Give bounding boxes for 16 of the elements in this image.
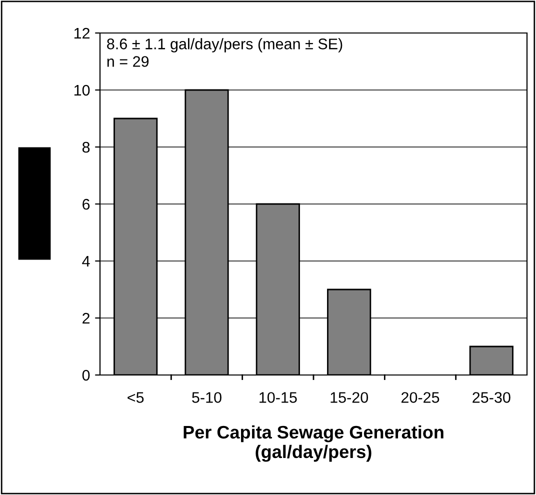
y-tick-label: 2 (82, 312, 90, 324)
y-tick-label: 4 (82, 256, 90, 267)
x-tick-label: 25-30 (472, 392, 510, 403)
y-tick-label: 10 (74, 84, 90, 96)
y-tick-label: 12 (74, 28, 90, 39)
x-axis-title: Per Capita Sewage Generation (gal/day/pers) (184, 425, 444, 462)
y-tick-label: 6 (82, 198, 90, 210)
x-tick-label: 5-10 (192, 392, 222, 403)
x-tick-label: 10-15 (260, 392, 297, 403)
y-tick-label: 0 (82, 370, 90, 381)
annotation: 8.6 ± 1.1 gal/day/pers (mean ± SE) (107, 38, 342, 52)
x-tick-label: 20-25 (401, 392, 440, 403)
x-tick-label: 15-20 (330, 392, 368, 403)
y-tick-label: 8 (82, 142, 90, 153)
annotation: n = 29 (107, 56, 149, 67)
x-tick-label: <5 (128, 392, 144, 403)
